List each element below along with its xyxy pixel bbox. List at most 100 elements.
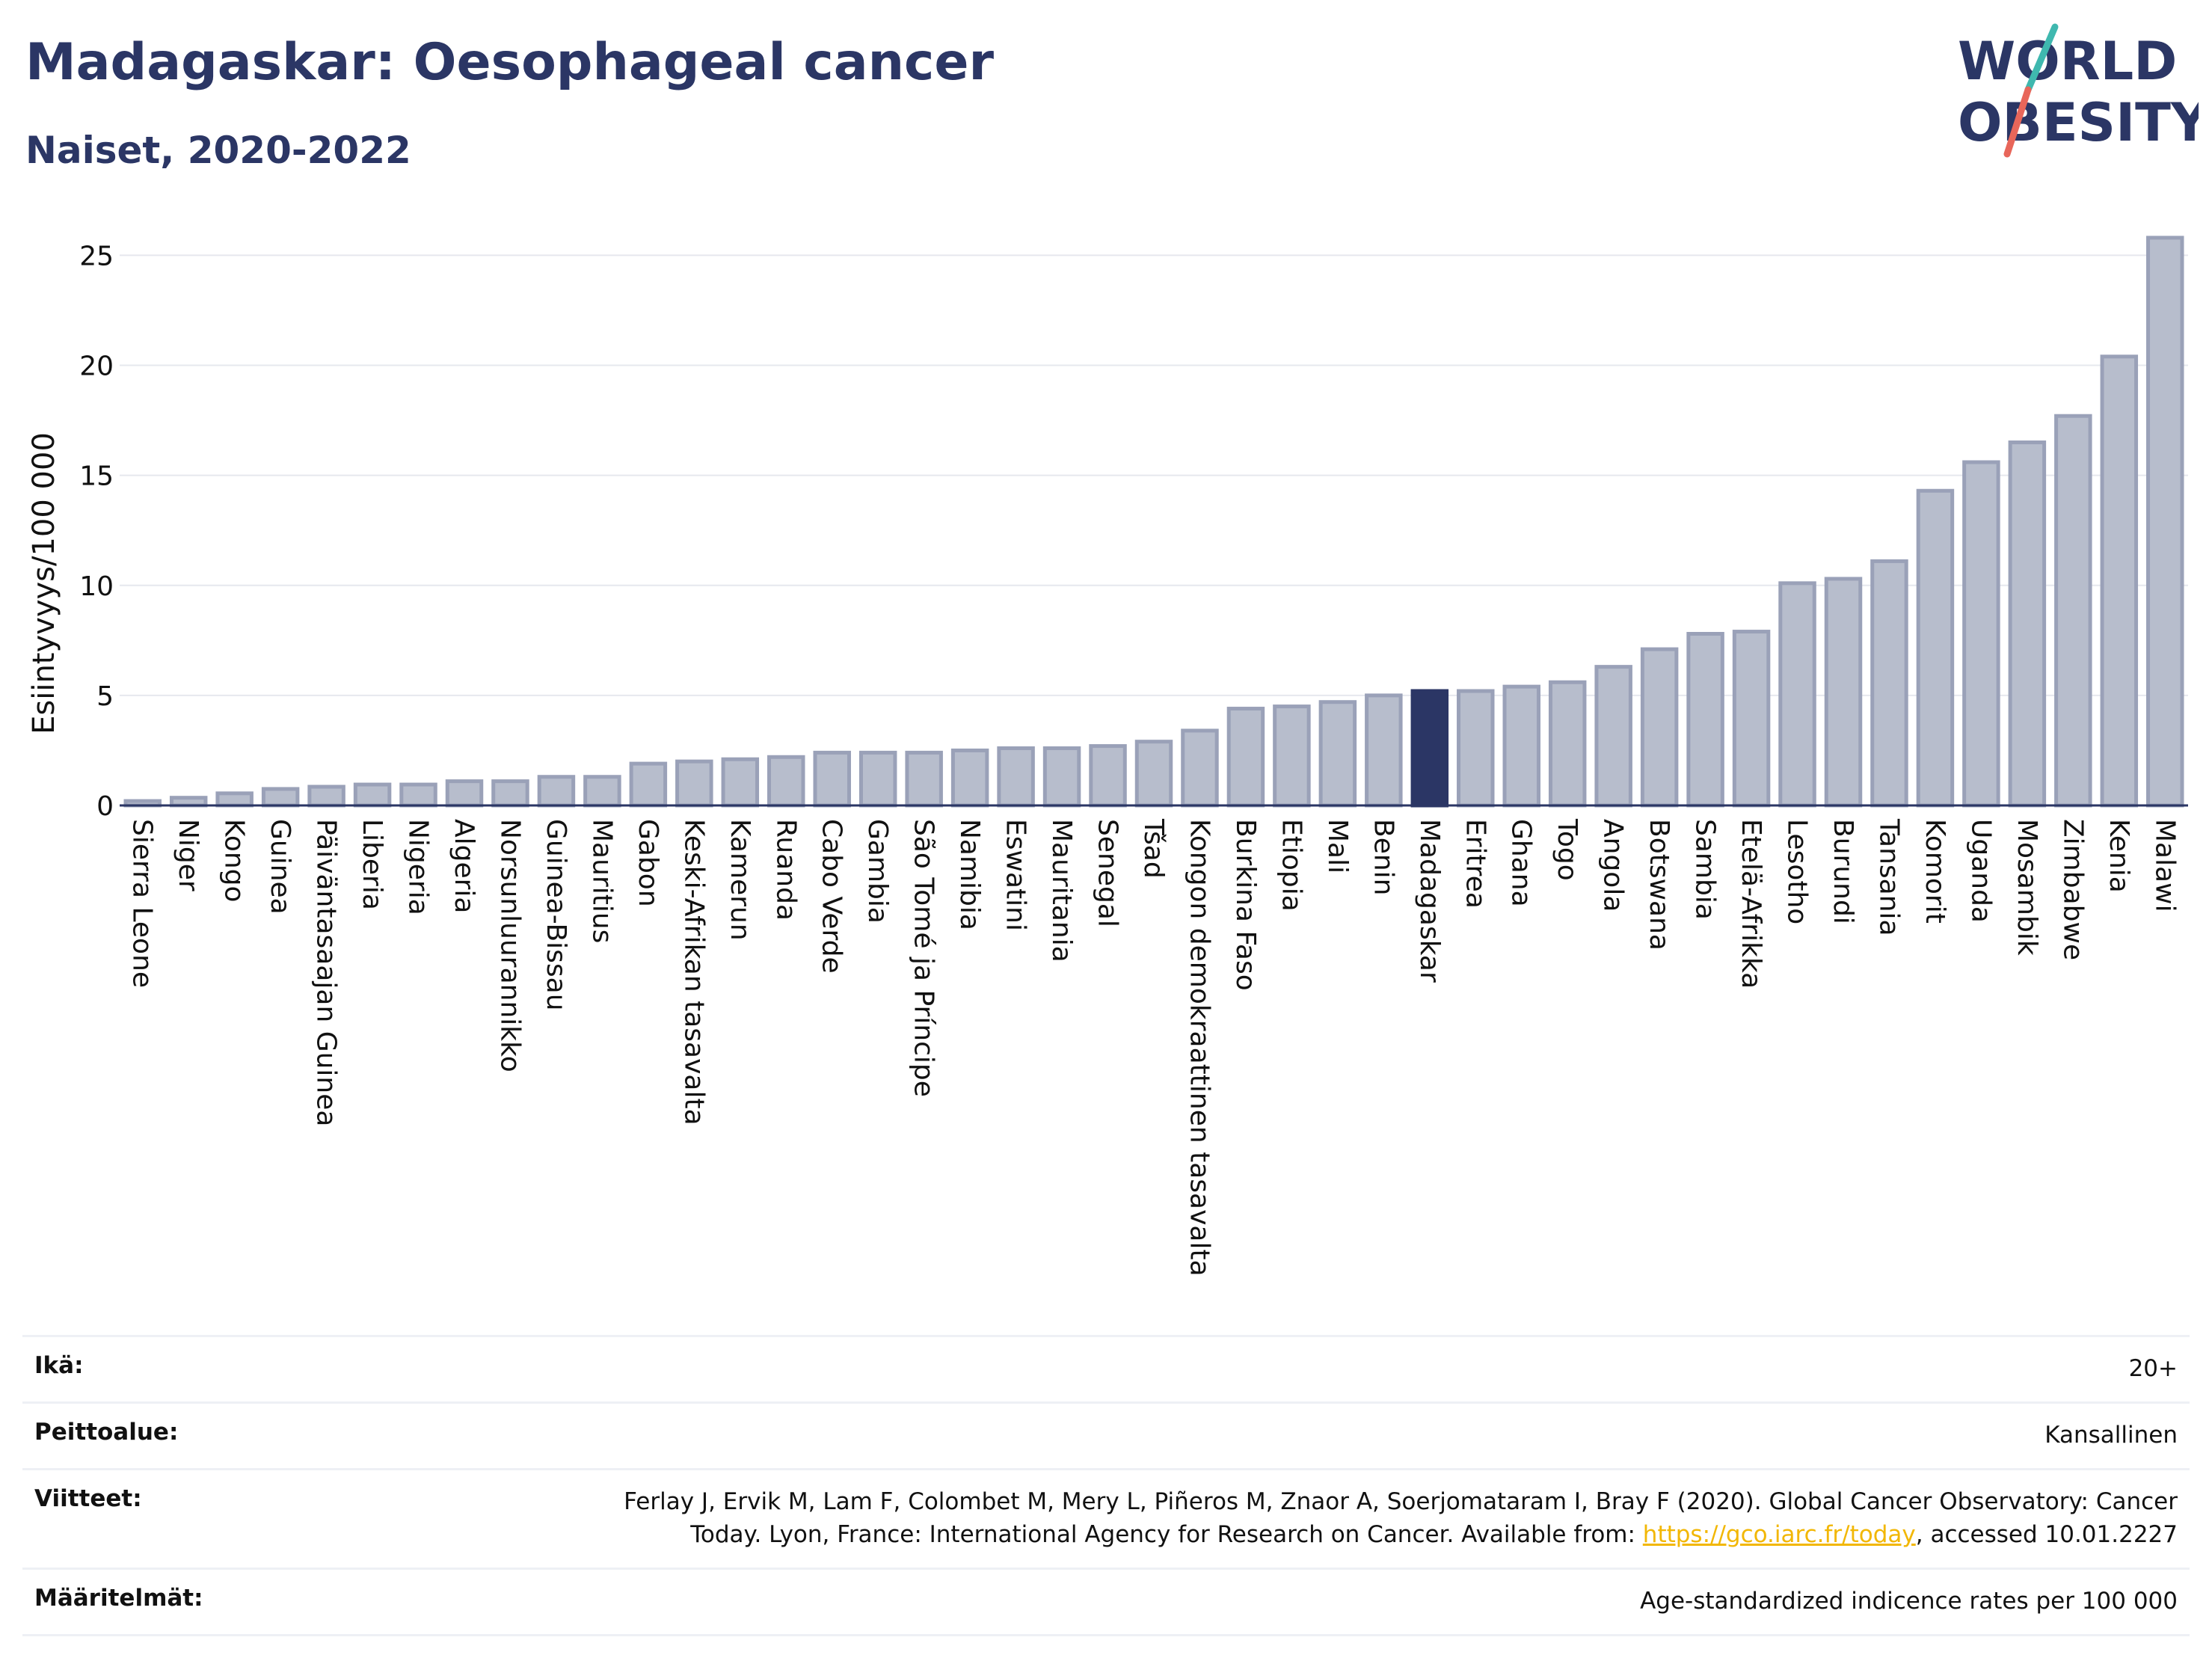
bar-31 <box>1548 680 1587 808</box>
reference-link[interactable]: https://gco.iarc.fr/today <box>1642 1521 1916 1548</box>
x-tick-label: Uganda <box>1965 819 1996 923</box>
x-tick-label: Madagaskar <box>1414 819 1445 983</box>
x-tick-label: Mali <box>1322 819 1353 873</box>
bar-13 <box>721 757 760 808</box>
x-tick-label: Keski-Afrikan tasavalta <box>678 819 709 1126</box>
x-tick-label: Kongon demokraattinen tasavalta <box>1184 819 1214 1277</box>
meta-row-age: Ikä: 20+ <box>22 1335 2190 1401</box>
x-tick-label: Etelä-Afrikka <box>1736 819 1766 989</box>
x-tick-label: Sierra Leone <box>127 819 158 988</box>
chart-subtitle: Naiset, 2020-2022 <box>25 129 411 172</box>
world-obesity-logo: WORLD OBESITY <box>1958 23 2199 158</box>
x-tick-label: Burundi <box>1828 819 1858 924</box>
x-tick-label: Sambia <box>1690 819 1721 920</box>
x-tick-label: Gabon <box>633 819 663 907</box>
bar-21 <box>1089 744 1127 808</box>
bar-chart: 0 5 10 15 20 25 Sierra Leone Niger Kongo Guinea P… <box>27 236 2188 1277</box>
bar-12 <box>675 759 713 808</box>
bar-11 <box>629 761 668 808</box>
x-tick-label: Guinea-Bissau <box>541 819 571 1011</box>
bar-8 <box>491 779 529 808</box>
reference-accessed: , accessed 10.01.2227 <box>1915 1521 2178 1548</box>
bar-14 <box>767 755 805 808</box>
bar-10 <box>583 775 621 808</box>
bar-35 <box>1732 630 1771 808</box>
x-tick-labels: Sierra Leone Niger Kongo Guinea Päiväntasaaj… <box>127 818 2181 1277</box>
bar-22 <box>1134 740 1173 808</box>
bars <box>123 236 2184 808</box>
y-axis-title: Esiintyvyys/100 000 <box>27 432 61 734</box>
bar-24 <box>1226 707 1265 808</box>
x-tick-label: Etiopia <box>1276 819 1306 912</box>
x-tick-label: Botswana <box>1644 819 1674 951</box>
logo-line2: OBESITY <box>1958 92 2199 153</box>
x-tick-label: Komorit <box>1920 819 1950 924</box>
bar-6 <box>399 782 437 808</box>
bar-5 <box>353 782 392 808</box>
bar-16 <box>858 750 897 808</box>
bar-28 <box>1410 689 1449 808</box>
bar-39 <box>1916 488 1955 808</box>
x-tick-label: Burkina Faso <box>1230 819 1261 991</box>
bar-7 <box>445 779 484 808</box>
bar-42 <box>2054 414 2092 808</box>
meta-value-coverage: Kansallinen <box>2044 1422 2178 1449</box>
meta-label-coverage: Peittoalue: <box>34 1419 179 1446</box>
x-tick-label: Mauritania <box>1046 819 1077 962</box>
logo-slash-top <box>2024 23 2059 93</box>
x-tick-label: Gambia <box>862 819 893 924</box>
bar-41 <box>2008 440 2047 808</box>
x-tick-label: Angola <box>1598 819 1629 912</box>
meta-label-definitions: Määritelmät: <box>34 1585 203 1612</box>
x-tick-label: Eswatini <box>1001 819 1031 931</box>
meta-row-definitions: Määritelmät: Age-standardized indicence … <box>22 1568 2190 1636</box>
bar-27 <box>1365 693 1403 808</box>
bar-37 <box>1824 577 1863 808</box>
x-tick-label: Päiväntasaajan Guinea <box>311 819 342 1126</box>
x-tick-label: Guinea <box>265 819 295 915</box>
y-tick-labels: 0 5 10 15 20 25 <box>79 241 114 822</box>
x-tick-label: Namibia <box>954 819 985 930</box>
meta-row-references: Viitteet: Ferlay J, Ervik M, Lam F, Colo… <box>22 1468 2190 1568</box>
y-tick-label: 0 <box>96 791 114 822</box>
bar-44 <box>2146 236 2184 808</box>
x-tick-label: Liberia <box>357 819 387 910</box>
reference-line2: Today. Lyon, France: International Agenc… <box>690 1521 1643 1548</box>
bar-2 <box>215 791 254 808</box>
x-tick-label: São Tomé ja Príncipe <box>909 819 939 1097</box>
bar-33 <box>1640 647 1679 808</box>
reference-line1: Ferlay J, Ervik M, Lam F, Colombet M, Me… <box>624 1488 2178 1515</box>
bar-4 <box>307 784 345 808</box>
y-tick-label: 25 <box>79 241 114 271</box>
bar-36 <box>1778 581 1816 808</box>
y-tick-label: 20 <box>79 351 114 382</box>
x-tick-label: Ruanda <box>770 819 801 921</box>
metadata-table: Ikä: 20+ Peittoalue: Kansallinen Viittee… <box>22 1335 2190 1636</box>
x-tick-label: Norsunluurannikko <box>494 819 525 1072</box>
bar-26 <box>1318 700 1357 808</box>
x-tick-label: Cabo Verde <box>817 819 847 974</box>
bar-9 <box>537 775 576 808</box>
bar-38 <box>1870 559 1908 808</box>
bar-29 <box>1457 689 1495 808</box>
y-tick-label: 5 <box>96 681 114 712</box>
bar-20 <box>1042 746 1081 808</box>
bar-18 <box>950 748 989 808</box>
y-tick-label: 10 <box>79 571 114 602</box>
bar-23 <box>1181 728 1219 808</box>
meta-label-references: Viitteet: <box>34 1485 142 1512</box>
x-tick-label: Zimbabwe <box>2057 819 2088 960</box>
bar-17 <box>905 750 943 808</box>
x-tick-label: Eritrea <box>1460 819 1490 909</box>
x-tick-label: Malawi <box>2149 819 2180 912</box>
bar-30 <box>1502 684 1540 808</box>
x-tick-label: Mauritius <box>586 819 617 943</box>
meta-value-references: Ferlay J, Ervik M, Lam F, Colombet M, Me… <box>624 1485 2178 1551</box>
meta-label-age: Ikä: <box>34 1352 84 1379</box>
bar-34 <box>1686 632 1724 808</box>
x-tick-label: Kongo <box>219 819 250 903</box>
bar-32 <box>1594 665 1632 808</box>
bar-15 <box>813 750 851 808</box>
x-tick-label: Senegal <box>1093 819 1123 927</box>
x-tick-label: Nigeria <box>403 819 434 915</box>
